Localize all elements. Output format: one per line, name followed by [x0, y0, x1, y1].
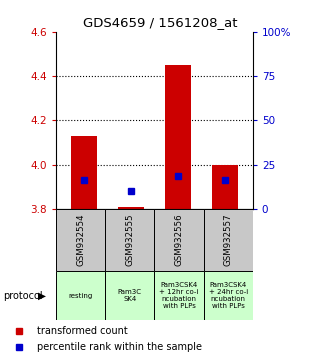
Bar [56, 209, 105, 271]
Text: protocol: protocol [3, 291, 43, 301]
Text: percentile rank within the sample: percentile rank within the sample [37, 342, 202, 352]
Text: GSM932556: GSM932556 [174, 213, 183, 266]
Text: GSM932554: GSM932554 [76, 213, 85, 266]
Text: Pam3C
SK4: Pam3C SK4 [118, 289, 142, 302]
Bar [204, 271, 253, 320]
Bar [212, 165, 237, 209]
Bar [155, 271, 204, 320]
Bar [71, 136, 97, 209]
Text: ▶: ▶ [38, 291, 46, 301]
Bar [118, 207, 144, 209]
Bar [155, 209, 204, 271]
Text: GDS4659 / 1561208_at: GDS4659 / 1561208_at [83, 16, 237, 29]
Bar [105, 271, 155, 320]
Text: GSM932555: GSM932555 [125, 213, 134, 266]
Text: Pam3CSK4
+ 24hr co-i
ncubation
with PLPs: Pam3CSK4 + 24hr co-i ncubation with PLPs [209, 282, 248, 309]
Text: GSM932557: GSM932557 [224, 213, 233, 266]
Bar [204, 209, 253, 271]
Bar [105, 209, 155, 271]
Bar [56, 271, 105, 320]
Text: resting: resting [68, 293, 93, 298]
Text: transformed count: transformed count [37, 326, 128, 336]
Bar [165, 65, 191, 209]
Text: Pam3CSK4
+ 12hr co-i
ncubation
with PLPs: Pam3CSK4 + 12hr co-i ncubation with PLPs [159, 282, 199, 309]
